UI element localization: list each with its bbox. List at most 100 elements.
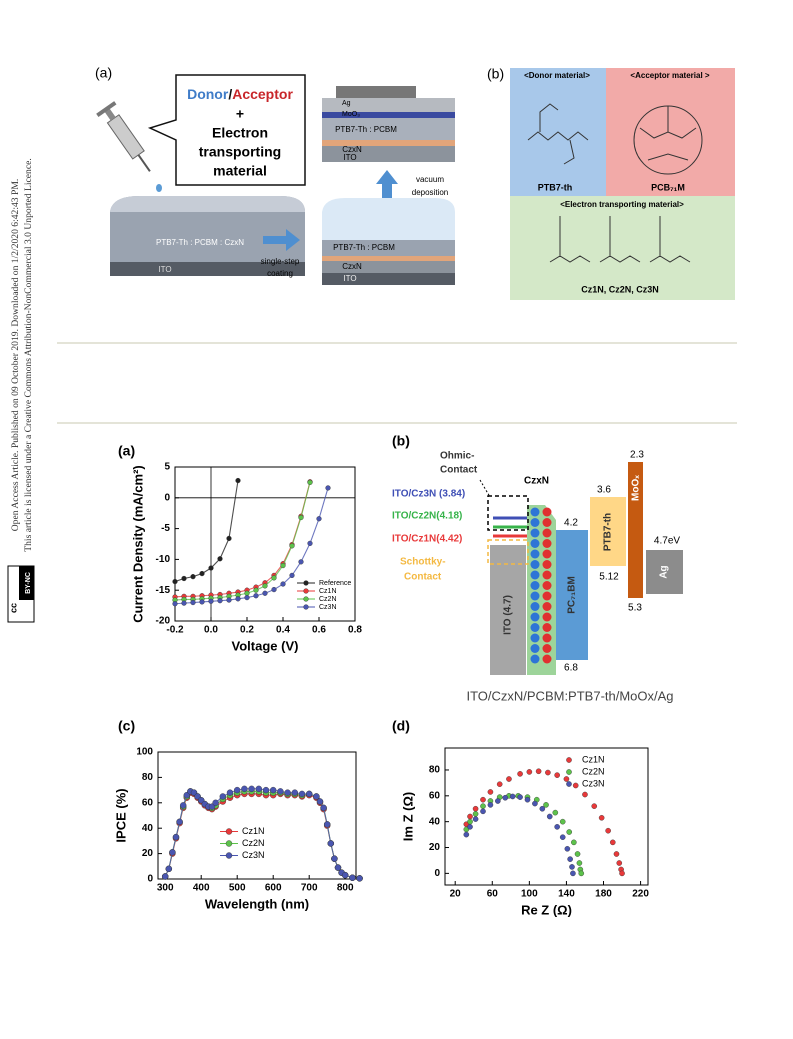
level-name: ITO/Cz2N(4.18) (392, 511, 462, 522)
y-tick-label: 60 (429, 790, 441, 801)
charge (542, 539, 552, 548)
bubble-title: Donor/Acceptor (187, 86, 293, 102)
data-point (616, 860, 623, 866)
layer-label: Ag (342, 100, 351, 107)
data-point (578, 870, 585, 877)
layer-label: PTB7-Th : PCBM : CzxN (156, 238, 244, 247)
panel-title: <Acceptor material > (630, 71, 709, 80)
data-point (235, 477, 241, 484)
data-point (253, 587, 259, 593)
ag-block (646, 550, 683, 594)
layer-label: ITO (158, 265, 171, 274)
layer-label: ITO (343, 274, 356, 283)
data-point (313, 793, 320, 800)
charges (530, 507, 552, 664)
data-point (226, 535, 232, 542)
droplet (156, 184, 162, 192)
data-point (172, 578, 178, 585)
data-point (277, 788, 284, 795)
plot-frame (157, 751, 357, 880)
level-label: 4.2 (564, 518, 578, 529)
device-layer (336, 86, 416, 98)
data-point (226, 597, 232, 603)
ohmic-box (487, 495, 529, 531)
leader (479, 479, 491, 498)
step-label: vacuum (416, 175, 444, 184)
schottky-box (487, 539, 529, 565)
legend-marker (225, 828, 233, 835)
data-point (552, 809, 559, 816)
device-layer (322, 256, 455, 261)
data-point (280, 562, 286, 569)
charge (542, 518, 552, 527)
x-tick-label: 0.6 (312, 625, 326, 636)
y-tick-label: -15 (156, 585, 171, 596)
level-label: 4.7eV (654, 536, 680, 547)
data-point (244, 594, 250, 601)
device-layer (322, 198, 455, 240)
data-point (284, 789, 291, 796)
y-tick-label: 0 (434, 868, 440, 879)
y-tick-label: 40 (142, 823, 154, 834)
data-point (248, 785, 255, 793)
bubble-line: transporting (199, 144, 281, 160)
data-point (609, 839, 616, 846)
legend-marker (303, 580, 309, 586)
level-label: 5.3 (628, 603, 642, 614)
data-point (539, 805, 546, 812)
speech-bubble (147, 74, 306, 186)
layer-label: CzxN (342, 145, 362, 154)
arrow (263, 229, 300, 251)
caption: ITO/CzxN/PCBM:PTB7-th/MoOx/Ag (466, 688, 673, 703)
x-tick-label: 600 (265, 883, 282, 894)
data-point (472, 811, 479, 817)
legend-marker (566, 769, 572, 775)
ag-label: Ag (659, 565, 670, 578)
data-point (559, 834, 566, 840)
czxn-label: CzxN (524, 476, 549, 487)
charge (530, 581, 540, 590)
x-tick-label: 700 (301, 883, 318, 894)
data-point (569, 864, 575, 870)
y-tick-label: 80 (142, 772, 154, 783)
data-point (298, 790, 306, 798)
level-label: 6.8 (564, 663, 578, 674)
data-point (199, 570, 205, 577)
legend-label: Cz2N (242, 838, 265, 848)
data-point (289, 543, 295, 549)
data-point (480, 796, 486, 803)
charge (542, 507, 552, 517)
data-point (554, 824, 560, 830)
y-tick-label: 0 (164, 492, 170, 503)
charge (542, 591, 552, 601)
pcbm-block (556, 530, 588, 660)
license-badge-text: BY-NC (25, 572, 32, 594)
panel-label: (b) (487, 66, 504, 82)
device-layer (322, 240, 455, 256)
x-tick-label: 220 (632, 889, 649, 900)
data-point (502, 794, 509, 801)
data-point (169, 849, 176, 856)
data-point (582, 791, 588, 798)
charge (542, 612, 552, 622)
device-layer (322, 98, 455, 112)
data-point (298, 559, 304, 565)
x-tick-label: 100 (521, 889, 538, 900)
schottky-label: Contact (404, 572, 442, 583)
device-layer (110, 196, 305, 262)
x-tick-label: 0.8 (348, 625, 362, 636)
series-line (174, 481, 311, 598)
data-point (526, 769, 533, 775)
ito-label: ITO (4.7) (503, 595, 514, 635)
data-point (554, 772, 560, 778)
legend-marker (303, 604, 309, 610)
data-point (342, 871, 349, 879)
sidebar-line: Open Access Article. Published on 09 Oct… (10, 179, 21, 532)
charge (542, 528, 552, 538)
bubble-line: Electron (212, 125, 268, 141)
charge (542, 570, 552, 580)
data-point (316, 798, 324, 805)
data-point (271, 586, 277, 593)
data-point (613, 851, 620, 857)
moox-label: MoOₓ (631, 475, 642, 501)
